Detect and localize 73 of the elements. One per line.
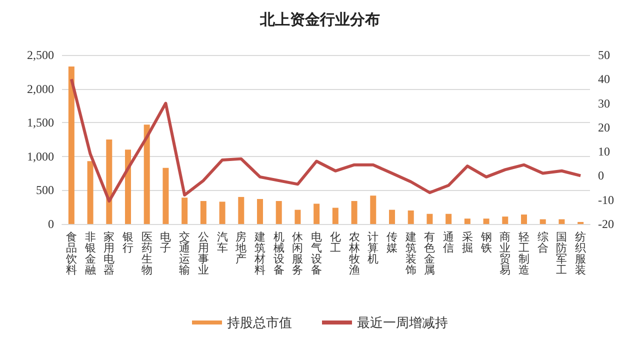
x-tick-label: 银行 xyxy=(122,232,134,254)
x-tick-label: 有色金属 xyxy=(424,232,436,276)
y-tick-label: 2,000 xyxy=(27,82,54,96)
y-tick-label: 2,500 xyxy=(27,48,54,62)
y-tick-label: 0 xyxy=(48,217,54,231)
x-tick-label: 综合 xyxy=(537,230,548,254)
bar xyxy=(162,168,169,224)
y2-tick-label: 20 xyxy=(598,120,610,134)
x-tick-label: 房地产 xyxy=(234,230,247,266)
bar xyxy=(389,210,395,224)
legend-label: 最近一周增减持 xyxy=(357,315,448,330)
y2-tick-label: 0 xyxy=(598,168,604,183)
legend-label: 持股总市值 xyxy=(227,315,292,330)
x-tick-label: 医药生物 xyxy=(141,232,152,276)
bar xyxy=(426,214,433,224)
x-tick-label: 电子 xyxy=(160,230,172,254)
x-tick-label: 国防军工 xyxy=(556,232,568,276)
y-tick-label: 500 xyxy=(36,183,54,198)
x-tick-label: 计算机 xyxy=(368,230,379,266)
bar xyxy=(294,210,301,224)
x-tick-label: 钢铁 xyxy=(480,232,492,254)
y-tick-label: 1,000 xyxy=(27,149,54,164)
bar xyxy=(106,140,112,224)
bar xyxy=(314,204,320,224)
x-tick-label: 建筑材料 xyxy=(254,230,266,276)
bar xyxy=(408,210,414,224)
y2-tick-label: -10 xyxy=(598,192,614,207)
x-tick-label: 食品饮料 xyxy=(64,232,77,276)
x-tick-label: 传媒 xyxy=(386,232,398,254)
bar xyxy=(558,219,565,224)
x-tick-label: 家用电器 xyxy=(104,230,115,276)
x-tick-label: 轻工制造 xyxy=(518,232,530,276)
y2-tick-label: 40 xyxy=(598,72,610,86)
bar xyxy=(464,218,470,224)
x-tick-label: 休闲服务 xyxy=(292,232,304,276)
bar xyxy=(351,201,358,224)
x-tick-label: 公用事业 xyxy=(198,232,209,276)
bar xyxy=(87,161,94,224)
x-tick-label: 汽车 xyxy=(216,232,228,254)
y2-tick-label: 10 xyxy=(598,144,610,159)
x-tick-label: 电气设备 xyxy=(311,230,322,276)
bar xyxy=(446,214,452,224)
chart-title: 北上资金行业分布 xyxy=(259,12,380,28)
x-tick-label: 化工 xyxy=(330,232,341,254)
bar xyxy=(332,208,338,224)
bar xyxy=(483,218,490,224)
bar xyxy=(540,219,546,224)
bar xyxy=(182,198,188,224)
y2-tick-label: -20 xyxy=(598,217,614,231)
x-tick-label: 通信 xyxy=(443,230,454,254)
y2-tick-label: 50 xyxy=(598,48,610,62)
x-tick-label: 建筑装饰 xyxy=(404,230,416,276)
bar xyxy=(370,196,376,224)
x-tick-label: 采掘 xyxy=(462,230,473,254)
bar xyxy=(276,201,282,224)
bar xyxy=(144,124,150,224)
x-tick-label: 农林牧渔 xyxy=(348,232,360,276)
bar xyxy=(219,202,226,224)
x-tick-label: 机械设备 xyxy=(273,232,284,276)
bar xyxy=(521,214,527,224)
y2-tick-label: 30 xyxy=(598,96,610,110)
line-series xyxy=(70,78,582,203)
y-tick-label: 1,500 xyxy=(27,116,54,130)
x-tick-label: 纺织服装 xyxy=(575,230,586,276)
x-tick-label: 非银金融 xyxy=(84,230,96,276)
bar xyxy=(125,150,131,224)
bar xyxy=(200,201,206,224)
bar xyxy=(238,196,244,224)
bar xyxy=(68,66,74,224)
bar xyxy=(502,216,508,224)
x-tick-label: 交通运输 xyxy=(179,230,190,276)
x-tick-label: 商业贸易 xyxy=(500,230,511,276)
bar xyxy=(257,198,263,224)
